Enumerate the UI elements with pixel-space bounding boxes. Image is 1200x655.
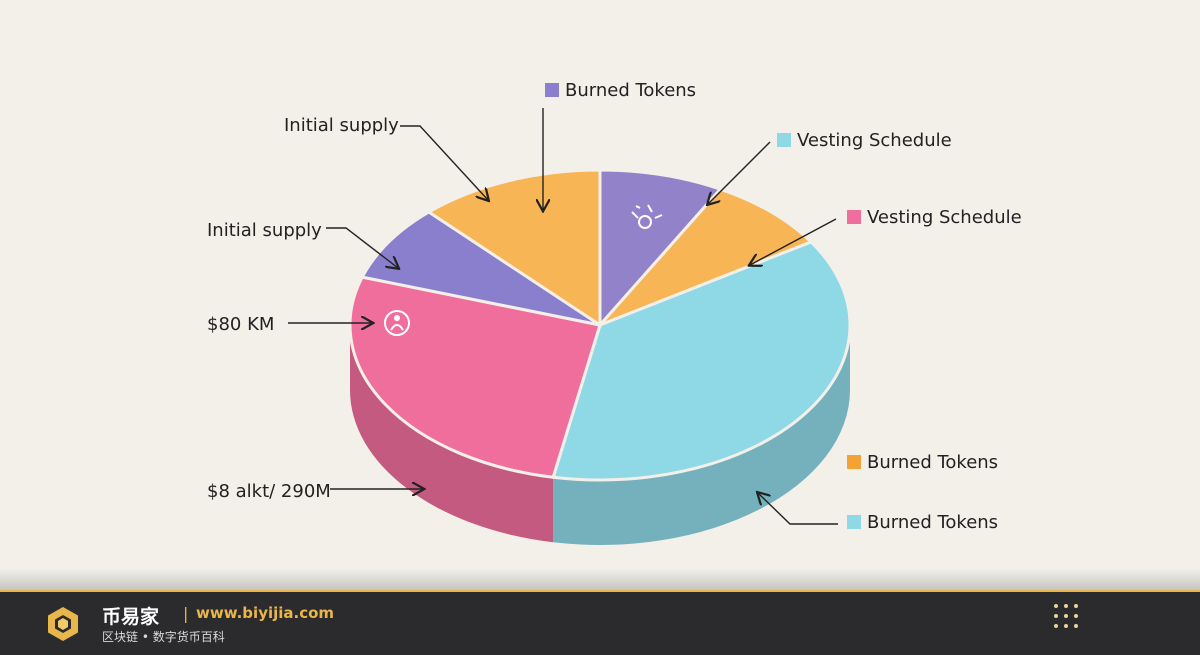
pie-slice-5[interactable]: [426, 168, 602, 328]
pie-slices: [348, 168, 852, 545]
brand-separator: |: [183, 604, 189, 623]
pie-slice-0[interactable]: [598, 168, 724, 329]
legend-label-1: Vesting Schedule: [797, 130, 952, 151]
brand-subtitle: 区块链 • 数字货币百科: [102, 630, 225, 644]
callout-label-2: $80 KM: [207, 314, 274, 335]
pie-slice-3[interactable]: [348, 275, 602, 479]
callouts: Initial supply Initial supply $80 KM $8 alk…: [207, 115, 488, 502]
pie-chart: Initial supply Initial supply $80 KM $8 alk…: [207, 80, 1022, 545]
brand-name: 币易家: [102, 606, 160, 628]
legend-swatch-2: [847, 210, 861, 224]
legend-arrow-1: [708, 141, 771, 204]
person-badge-icon: [384, 310, 410, 336]
legend-swatch-3: [847, 455, 861, 469]
callout-label-1: Initial supply: [207, 220, 322, 241]
callout-arrow-0: [400, 125, 488, 200]
chart-area: Initial supply Initial supply $80 KM $8 alk…: [207, 80, 1022, 545]
legend-swatch-0: [545, 83, 559, 97]
legend-label-0: Burned Tokens: [565, 80, 696, 101]
legend-arrow-4: [758, 493, 838, 525]
pie-slice-side-3: [350, 325, 554, 543]
grid-menu-icon[interactable]: [1053, 603, 1079, 629]
callout-arrow-1: [326, 227, 398, 268]
legend-label-2: Vesting Schedule: [867, 207, 1022, 228]
pie-slice-1[interactable]: [598, 187, 814, 327]
brand-url-link[interactable]: www.biyijia.com: [196, 604, 335, 622]
legend-arrow-2: [750, 218, 837, 265]
legend-swatch-1: [777, 133, 791, 147]
legend-label-3: Burned Tokens: [867, 452, 998, 473]
callout-label-0: Initial supply: [284, 115, 399, 136]
pie-slice-2[interactable]: [551, 240, 852, 482]
pie-slice-side-2: [553, 325, 850, 545]
pie-slice-4[interactable]: [359, 210, 601, 327]
footer-shadow: [0, 568, 1200, 590]
sparkle-coin-icon: [631, 204, 663, 229]
legend-swatch-4: [847, 515, 861, 529]
callout-label-3: $8 alkt/ 290M: [207, 481, 331, 502]
footer-bar: 币易家 | www.biyijia.com 区块链 • 数字货币百科: [0, 590, 1200, 655]
hexagon-logo-icon: [48, 607, 78, 641]
legend-label-4: Burned Tokens: [867, 512, 998, 533]
legend: Burned Tokens Vesting Schedule Vesting Sch…: [543, 80, 1022, 533]
